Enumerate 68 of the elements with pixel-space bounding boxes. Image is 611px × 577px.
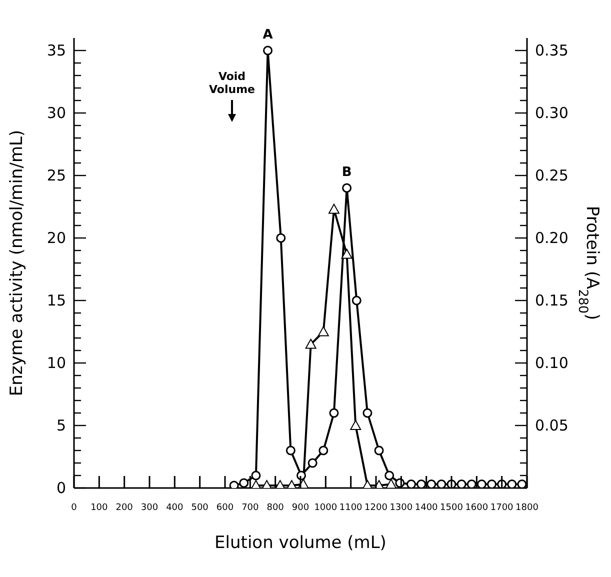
annotation: Void Volume bbox=[208, 70, 256, 96]
point bbox=[305, 338, 316, 349]
x-tick-label: 700 bbox=[242, 503, 260, 513]
y-tick-label: 5 bbox=[56, 416, 66, 434]
x-tick-label: 1400 bbox=[414, 503, 438, 513]
point bbox=[426, 480, 436, 488]
y2-tick-label: 0.30 bbox=[535, 104, 568, 122]
y2-tick-label: 0.25 bbox=[535, 166, 568, 184]
x-tick-label: 1000 bbox=[314, 503, 338, 513]
point bbox=[229, 480, 239, 488]
x-tick-label: 1600 bbox=[465, 503, 488, 513]
x-tick-label: 400 bbox=[166, 503, 184, 513]
point bbox=[487, 480, 497, 488]
x-tick-label: 100 bbox=[90, 503, 108, 513]
y-tick-label: 10 bbox=[46, 354, 66, 372]
point bbox=[276, 233, 286, 243]
point bbox=[239, 478, 249, 488]
point bbox=[416, 480, 426, 488]
x-tick-label: 1800 bbox=[516, 503, 539, 513]
point bbox=[328, 204, 340, 214]
x-tick-label: 1200 bbox=[364, 503, 388, 513]
x-tick-label: 800 bbox=[266, 503, 284, 513]
point bbox=[384, 470, 394, 480]
point bbox=[318, 326, 329, 336]
x-tick-label: 500 bbox=[191, 503, 209, 513]
point bbox=[374, 446, 384, 456]
y2-tick-label: 0.10 bbox=[535, 354, 568, 372]
point bbox=[406, 480, 416, 488]
x-tick-label: 1300 bbox=[390, 503, 413, 513]
x-tick-label: 1500 bbox=[440, 503, 464, 513]
y2-tick-label: 0.05 bbox=[535, 416, 568, 434]
x-tick-label: 900 bbox=[292, 503, 310, 513]
point bbox=[476, 480, 486, 488]
x-tick-label: 300 bbox=[140, 503, 158, 513]
point bbox=[456, 480, 466, 488]
x-tick-label: 200 bbox=[116, 503, 134, 513]
point bbox=[436, 480, 446, 488]
x-axis-title: Elution volume (mL) bbox=[214, 533, 386, 553]
y2-tick-label: 0.20 bbox=[535, 229, 568, 247]
point bbox=[341, 248, 352, 259]
point bbox=[352, 296, 362, 306]
y-tick-label: 15 bbox=[46, 292, 66, 310]
point bbox=[386, 478, 397, 488]
annotation: A bbox=[262, 28, 273, 42]
y-tick-label: 35 bbox=[46, 42, 66, 60]
y-tick-label: 20 bbox=[46, 229, 66, 247]
y-tick-label: 0 bbox=[56, 479, 66, 497]
y2-tick-label: 0.35 bbox=[535, 42, 568, 60]
point bbox=[286, 446, 296, 456]
y-tick-label: 30 bbox=[46, 104, 66, 122]
point bbox=[308, 458, 318, 468]
point bbox=[362, 408, 372, 418]
x-tick-label: 1700 bbox=[490, 503, 514, 513]
y-axis-title: Enzyme activity (nmol/min/mL) bbox=[7, 130, 28, 396]
point bbox=[263, 46, 273, 56]
point bbox=[251, 470, 261, 480]
y2-tick-label: 0.15 bbox=[535, 292, 568, 310]
y-tick-label: 25 bbox=[46, 166, 66, 184]
point bbox=[466, 480, 476, 488]
point bbox=[350, 420, 362, 430]
x-tick-label: 0 bbox=[71, 503, 78, 513]
point bbox=[318, 446, 328, 456]
annotation: B bbox=[342, 165, 352, 180]
x-tick-label: 600 bbox=[216, 503, 234, 513]
point bbox=[507, 480, 517, 488]
x-tick-label: 1100 bbox=[339, 503, 363, 513]
point bbox=[329, 408, 339, 418]
point bbox=[342, 183, 352, 193]
